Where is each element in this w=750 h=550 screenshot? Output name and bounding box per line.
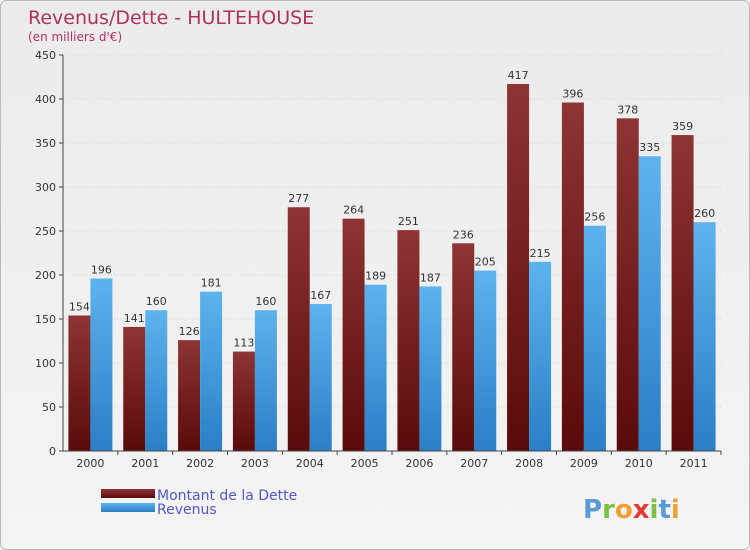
bar-dette: [178, 340, 201, 451]
data-label-dette: 236: [453, 228, 474, 241]
legend-label-debt: Montant de la Dette: [157, 488, 297, 504]
x-tick-label: 2000: [76, 457, 104, 470]
bar-dette: [287, 207, 310, 451]
bar-revenus: [693, 222, 716, 451]
y-tick-label: 250: [35, 225, 56, 238]
y-tick-label: 150: [35, 313, 56, 326]
legend: Montant de la Dette Revenus: [101, 488, 297, 518]
data-label-revenus: 181: [201, 277, 222, 290]
bar-dette: [232, 351, 255, 451]
bar-revenus: [529, 261, 552, 451]
y-tick-label: 450: [35, 49, 56, 62]
y-tick-label: 50: [42, 401, 56, 414]
x-tick-label: 2007: [460, 457, 488, 470]
x-tick-label: 2005: [351, 457, 379, 470]
bar-revenus: [638, 156, 661, 451]
data-label-revenus: 335: [639, 141, 660, 154]
data-label-dette: 141: [124, 312, 145, 325]
bar-revenus: [364, 284, 387, 451]
data-label-revenus: 205: [475, 256, 496, 269]
y-tick-label: 300: [35, 181, 56, 194]
logo-letter: i: [671, 495, 680, 525]
x-tick-label: 2002: [186, 457, 214, 470]
bar-revenus: [90, 278, 113, 451]
bar-dette: [342, 218, 365, 451]
data-label-revenus: 215: [530, 247, 551, 260]
logo-letter: x: [633, 495, 650, 525]
y-axis: 0 50 100 150 200 250 300 350 400 450: [35, 49, 64, 458]
data-label-revenus: 189: [365, 270, 386, 283]
x-tick-label: 2003: [241, 457, 269, 470]
bar-revenus: [254, 310, 277, 451]
logo-letter: o: [615, 495, 633, 525]
data-label-dette: 277: [288, 192, 309, 205]
bar-dette: [452, 243, 475, 451]
bar-revenus: [145, 310, 168, 451]
x-tick-label: 2010: [625, 457, 653, 470]
bar-dette: [123, 326, 146, 451]
data-label-dette: 264: [343, 204, 364, 217]
x-axis: 2000 2001 2002 2003 2004 2005 2006 2007 2008 2009…: [59, 450, 722, 470]
y-tick-label: 200: [35, 269, 56, 282]
logo-letter: r: [602, 495, 615, 525]
data-label-revenus: 260: [694, 207, 715, 220]
chart-subtitle: (en milliers d'€): [28, 30, 122, 44]
bar-dette: [507, 84, 530, 451]
logo-letter: i: [650, 495, 659, 525]
x-tick-label: 2011: [680, 457, 708, 470]
data-label-revenus: 196: [91, 264, 112, 277]
data-label-revenus: 167: [310, 289, 331, 302]
bars: 1541961411601261811131602771672641892511…: [68, 69, 716, 452]
bar-revenus: [200, 291, 223, 451]
data-label-revenus: 160: [255, 295, 276, 308]
x-tick-label: 2009: [570, 457, 598, 470]
data-label-revenus: 160: [146, 295, 167, 308]
x-tick-label: 2006: [405, 457, 433, 470]
x-tick-label: 2004: [296, 457, 324, 470]
bar-dette: [616, 118, 639, 452]
y-tick-label: 400: [35, 93, 56, 106]
logo-letter: t: [658, 495, 670, 525]
logo-letter: P: [583, 495, 602, 525]
x-tick-label: 2008: [515, 457, 543, 470]
legend-swatch-debt: [101, 489, 155, 498]
bar-dette: [561, 102, 584, 452]
bar-revenus: [309, 304, 332, 451]
data-label-revenus: 256: [584, 211, 605, 224]
bar-dette: [68, 315, 91, 451]
bar-revenus: [419, 286, 442, 451]
data-label-dette: 126: [179, 325, 200, 338]
y-tick-label: 350: [35, 137, 56, 150]
data-label-dette: 396: [562, 88, 583, 101]
data-label-dette: 113: [233, 337, 254, 350]
y-tick-label: 0: [49, 445, 56, 458]
bar-dette: [397, 230, 420, 451]
x-tick-label: 2001: [131, 457, 159, 470]
legend-swatch-revenus: [101, 503, 155, 512]
data-label-dette: 359: [672, 120, 693, 133]
bar-revenus: [474, 270, 497, 451]
bar-revenus: [583, 225, 606, 451]
data-label-dette: 417: [508, 69, 529, 82]
data-label-revenus: 187: [420, 271, 441, 284]
bar-dette: [671, 135, 694, 451]
y-tick-label: 100: [35, 357, 56, 370]
proxiti-logo: Proxiti: [583, 495, 680, 525]
data-label-dette: 154: [69, 300, 90, 313]
legend-label-revenus: Revenus: [157, 502, 217, 518]
chart-title: Revenus/Dette - HULTEHOUSE: [28, 7, 314, 29]
data-label-dette: 378: [617, 103, 638, 116]
data-label-dette: 251: [398, 215, 419, 228]
